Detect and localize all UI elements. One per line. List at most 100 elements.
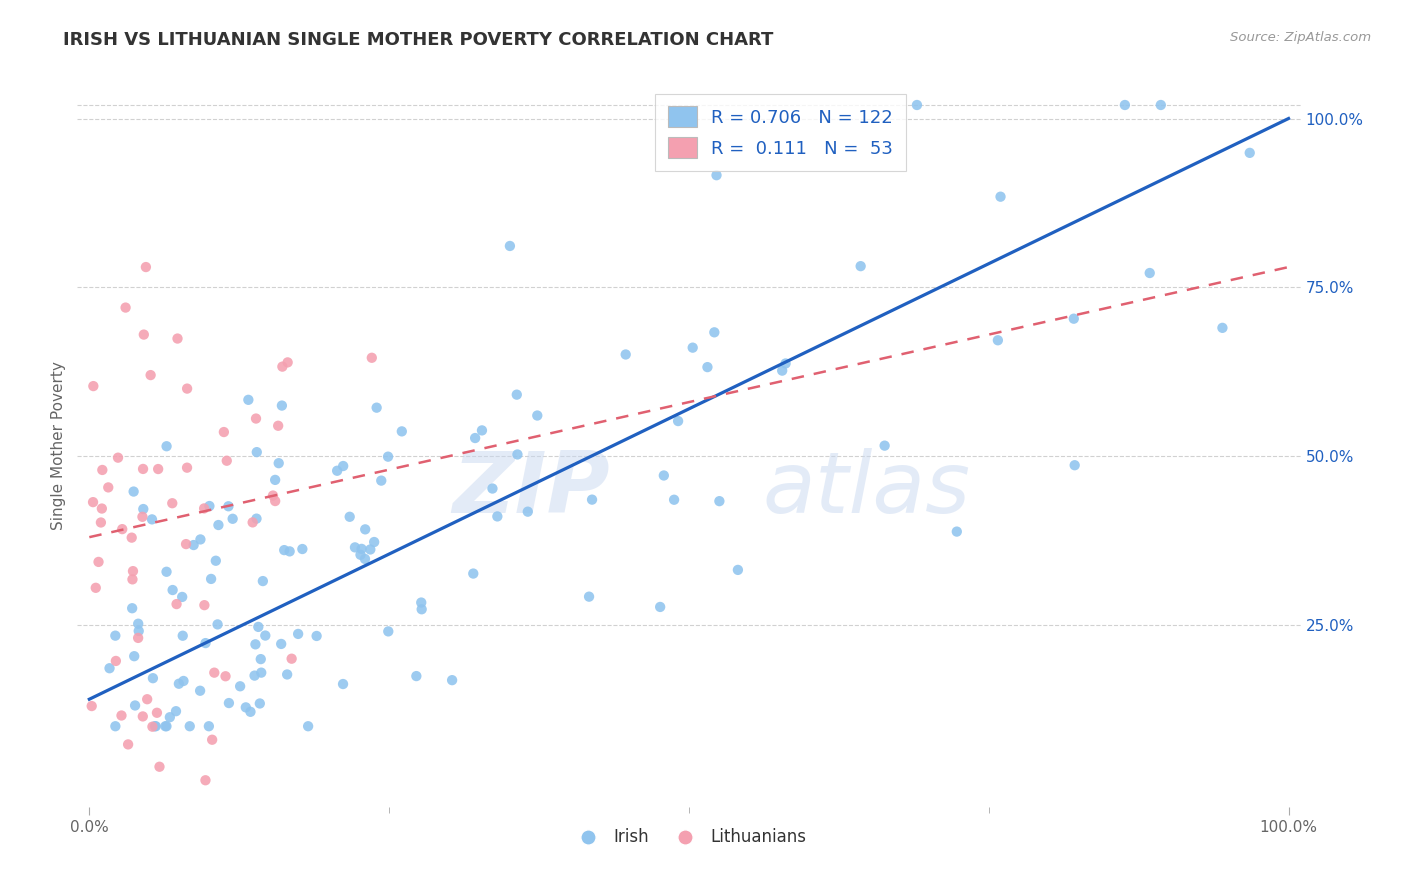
Point (526, 409, 548, 423)
Point (1139, 266, 1161, 280)
Text: IRISH VS LITHUANIAN SINGLE MOTHER POVERTY CORRELATION CHART: IRISH VS LITHUANIAN SINGLE MOTHER POVERT… (63, 31, 773, 49)
Point (121, 601, 143, 615)
Point (143, 719, 166, 733)
Point (727, 563, 749, 577)
Point (201, 732, 224, 747)
Point (273, 543, 295, 558)
Point (104, 719, 127, 733)
Point (122, 484, 145, 499)
Point (354, 522, 377, 536)
Point (202, 665, 225, 680)
Point (242, 516, 264, 530)
Point (441, 673, 464, 688)
Point (176, 460, 198, 475)
Point (127, 616, 149, 631)
Point (349, 548, 371, 562)
Point (770, 363, 793, 377)
Point (114, 301, 136, 315)
Point (90, 516, 112, 530)
Point (91, 463, 114, 477)
Point (142, 671, 165, 685)
Point (207, 617, 229, 632)
Point (276, 667, 298, 681)
Point (141, 512, 163, 526)
Point (464, 431, 486, 445)
Point (200, 572, 222, 586)
Point (332, 677, 354, 691)
Point (173, 673, 195, 688)
Point (162, 496, 184, 510)
Point (239, 705, 262, 719)
Point (229, 679, 252, 693)
Point (249, 697, 271, 711)
Point (252, 574, 274, 588)
Point (463, 566, 485, 581)
Point (111, 522, 134, 536)
Point (1239, 145, 1261, 160)
Point (471, 424, 494, 438)
Point (198, 499, 221, 513)
Point (370, 474, 392, 488)
Point (650, 599, 672, 614)
Point (87, 555, 110, 569)
Point (139, 368, 162, 383)
Point (162, 582, 184, 597)
Point (198, 719, 221, 733)
Point (121, 531, 143, 545)
Point (391, 425, 413, 439)
Point (132, 502, 155, 516)
Point (360, 351, 382, 365)
Point (277, 355, 299, 369)
Point (136, 692, 159, 706)
Point (122, 649, 145, 664)
Point (350, 541, 373, 556)
Point (278, 544, 301, 558)
Point (194, 773, 217, 788)
Point (990, 190, 1012, 204)
Point (652, 468, 675, 483)
Point (82, 495, 104, 509)
Point (238, 392, 260, 407)
Point (264, 473, 287, 487)
Point (235, 700, 257, 714)
Point (176, 382, 198, 396)
Point (172, 629, 194, 643)
Point (124, 698, 146, 713)
Point (172, 590, 194, 604)
Point (682, 341, 704, 355)
Point (703, 326, 725, 340)
Point (104, 629, 127, 643)
Point (212, 425, 235, 439)
Point (132, 327, 155, 342)
Point (1063, 458, 1085, 473)
Point (214, 669, 236, 683)
Point (80, 699, 103, 714)
Point (305, 629, 328, 643)
Text: ZIP: ZIP (451, 448, 609, 531)
Point (297, 719, 319, 733)
Point (578, 590, 600, 604)
Point (217, 500, 239, 514)
Point (117, 738, 139, 752)
Point (411, 595, 433, 609)
Point (1150, 98, 1173, 112)
Point (155, 719, 177, 733)
Point (405, 669, 427, 683)
Point (193, 501, 215, 516)
Point (131, 509, 153, 524)
Point (946, 524, 969, 539)
Point (194, 636, 217, 650)
Point (98, 661, 121, 675)
Point (155, 719, 177, 733)
Point (221, 512, 243, 526)
Point (377, 624, 399, 639)
Point (377, 450, 399, 464)
Point (90, 501, 112, 516)
Point (245, 637, 267, 651)
Point (287, 627, 309, 641)
Text: Source: ZipAtlas.com: Source: ZipAtlas.com (1230, 31, 1371, 45)
Point (506, 447, 529, 461)
Point (581, 492, 603, 507)
Point (666, 414, 689, 428)
Point (264, 494, 287, 508)
